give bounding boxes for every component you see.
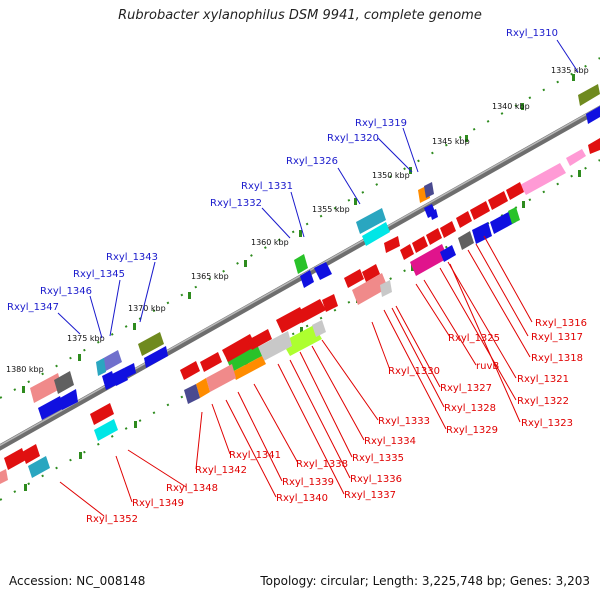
gene-label[interactable]: Rxyl_1328	[444, 403, 496, 414]
gene-label[interactable]: Rxyl_1321	[517, 374, 569, 385]
gene-label[interactable]: Rxyl_1346	[40, 286, 92, 297]
gene-label[interactable]: Rxyl_1316	[535, 318, 587, 329]
gene-label[interactable]: Rxyl_1352	[86, 514, 138, 525]
gene-label[interactable]: Rxyl_1337	[344, 490, 396, 501]
kbp-label: 1360 kbp	[251, 238, 289, 247]
gene-label[interactable]: Rxyl_1343	[106, 252, 158, 263]
kbp-labels: 1335 kbp 1340 kbp 1345 kbp 1350 kbp 1355…	[6, 66, 589, 374]
gene-label[interactable]: Rxyl_1342	[195, 465, 247, 476]
gene-label[interactable]: Rxyl_1335	[352, 453, 404, 464]
kbp-label: 1340 kbp	[492, 102, 530, 111]
gene-label[interactable]: Rxyl_1330	[388, 366, 440, 377]
gene-label[interactable]: Rxyl_1345	[73, 269, 125, 280]
gene-label[interactable]: Rxyl_1334	[364, 436, 416, 447]
gene-label[interactable]: Rxyl_1331	[241, 181, 293, 192]
gene-label[interactable]: Rxyl_1349	[132, 498, 184, 509]
gene-label[interactable]: Rxyl_1319	[355, 118, 407, 129]
kbp-label: 1370 kbp	[128, 304, 166, 313]
kbp-label: 1335 kbp	[551, 66, 589, 75]
gene-label[interactable]: Rxyl_1323	[521, 418, 573, 429]
gene-label[interactable]: Rxyl_1333	[378, 416, 430, 427]
gene-label[interactable]: Rxyl_1310	[506, 28, 558, 39]
gene-label[interactable]: Rxyl_1336	[350, 474, 402, 485]
gene-label[interactable]: Rxyl_1318	[531, 353, 583, 364]
gene-label[interactable]: ruvB	[476, 361, 499, 372]
gene-label[interactable]: Rxyl_1325	[448, 333, 500, 344]
gene-label[interactable]: Rxyl_1320	[327, 133, 379, 144]
gene-label[interactable]: Rxyl_1332	[210, 198, 262, 209]
gene-label[interactable]: Rxyl_1341	[229, 450, 281, 461]
gene-label[interactable]: Rxyl_1326	[286, 156, 338, 167]
topology-text: Topology: circular; Length: 3,225,748 bp…	[260, 574, 590, 588]
kbp-label: 1365 kbp	[191, 272, 229, 281]
gene-label[interactable]: Rxyl_1347	[7, 302, 59, 313]
gene-label[interactable]: Rxyl_1339	[282, 477, 334, 488]
genome-backbone	[0, 105, 600, 451]
leader-lines	[57, 39, 579, 517]
gene-label[interactable]: Rxyl_1338	[296, 459, 348, 470]
forward-labels: Rxyl_1310 Rxyl_1319 Rxyl_1320 Rxyl_1326 …	[7, 28, 558, 313]
gene-label[interactable]: Rxyl_1327	[440, 383, 492, 394]
kbp-label: 1355 kbp	[312, 205, 350, 214]
kbp-label: 1350 kbp	[372, 171, 410, 180]
gene-label[interactable]: Rxyl_1322	[517, 396, 569, 407]
gene-label[interactable]: Rxyl_1348	[166, 483, 218, 494]
gene-label[interactable]: Rxyl_1317	[531, 332, 583, 343]
kbp-label: 1375 kbp	[67, 334, 105, 343]
accession-text: Accession: NC_008148	[9, 574, 146, 588]
kbp-label: 1345 kbp	[432, 137, 470, 146]
gene-label[interactable]: Rxyl_1340	[276, 493, 328, 504]
map-title: Rubrobacter xylanophilus DSM 9941, compl…	[118, 8, 482, 23]
reverse-labels: Rxyl_1316 Rxyl_1317 Rxyl_1318 Rxyl_1321 …	[86, 318, 587, 525]
kbp-label: 1380 kbp	[6, 365, 44, 374]
gene-label[interactable]: Rxyl_1329	[446, 425, 498, 436]
forward-gene-blocks	[0, 84, 600, 484]
